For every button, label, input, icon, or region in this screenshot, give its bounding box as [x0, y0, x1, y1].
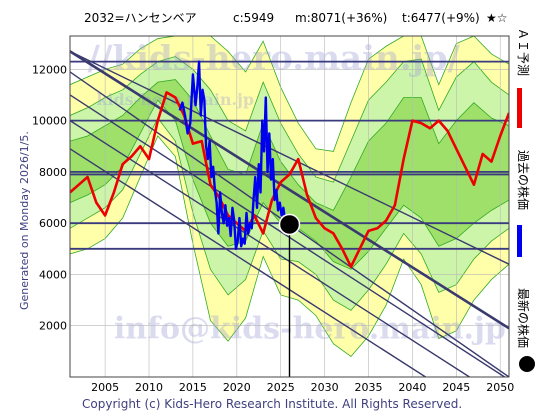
x-tick-label-2025: 2025 [267, 381, 295, 394]
trend-line-0 [70, 50, 509, 265]
header-rating: ★☆ [486, 11, 508, 25]
legend: ＡＩ予測 過去の株価 最新の株価 [516, 28, 535, 372]
legend-past-swatch [517, 225, 522, 257]
trend-line-5 [70, 148, 426, 377]
y-tick-label-12000: 12000 [32, 63, 67, 76]
series-past-line [178, 60, 291, 251]
plot-frame [69, 35, 510, 378]
generated-date-note: Generated on Monday 2026/1/5. [18, 131, 31, 310]
header-mid: m:8071(+36%) [295, 11, 387, 25]
x-tick-label-2010: 2010 [135, 381, 163, 394]
plot-content: //kids-hero.main.jp/kids-hero.main.jpinf… [70, 36, 509, 377]
y-tick-label-4000: 4000 [39, 268, 67, 281]
x-tick-label-2040: 2040 [398, 381, 426, 394]
x-tick-label-2045: 2045 [442, 381, 470, 394]
header-symbol: 2032=ハンセンベア [84, 11, 197, 25]
y-tick-label-2000: 2000 [39, 320, 67, 333]
x-tick-label-2050: 2050 [486, 381, 514, 394]
legend-latest-label: 最新の株価 [516, 288, 531, 348]
watermark-bottom: info@kids-hero.main.jp [114, 312, 506, 347]
y-tick-label-8000: 8000 [39, 166, 67, 179]
legend-latest-marker [519, 356, 535, 372]
copyright-text: Copyright (c) Kids-Hero Research Institu… [82, 397, 462, 411]
legend-forecast-label: ＡＩ予測 [516, 28, 530, 76]
trend-line-4 [70, 120, 470, 377]
y-tick-label-6000: 6000 [39, 217, 67, 230]
x-tick-label-2005: 2005 [91, 381, 119, 394]
trend-line-1 [70, 50, 509, 330]
y-tick-label-10000: 10000 [32, 115, 67, 128]
x-tick-label-2030: 2030 [311, 381, 339, 394]
latest-point [278, 213, 301, 236]
legend-past-label: 過去の株価 [516, 150, 531, 210]
legend-forecast-swatch [517, 88, 522, 128]
x-tick-label-2015: 2015 [179, 381, 207, 394]
watermark-top: //kids-hero.main.jp/ [88, 38, 461, 78]
trend-line-3 [70, 94, 505, 377]
plot-area: //kids-hero.main.jp/kids-hero.main.jpinf… [32, 35, 514, 394]
x-tick-label-2020: 2020 [223, 381, 251, 394]
series-forecast-line [70, 91, 509, 269]
x-tick-label-2035: 2035 [355, 381, 383, 394]
header-target: t:6477(+9%) [402, 11, 480, 25]
header-current: c:5949 [233, 11, 274, 25]
